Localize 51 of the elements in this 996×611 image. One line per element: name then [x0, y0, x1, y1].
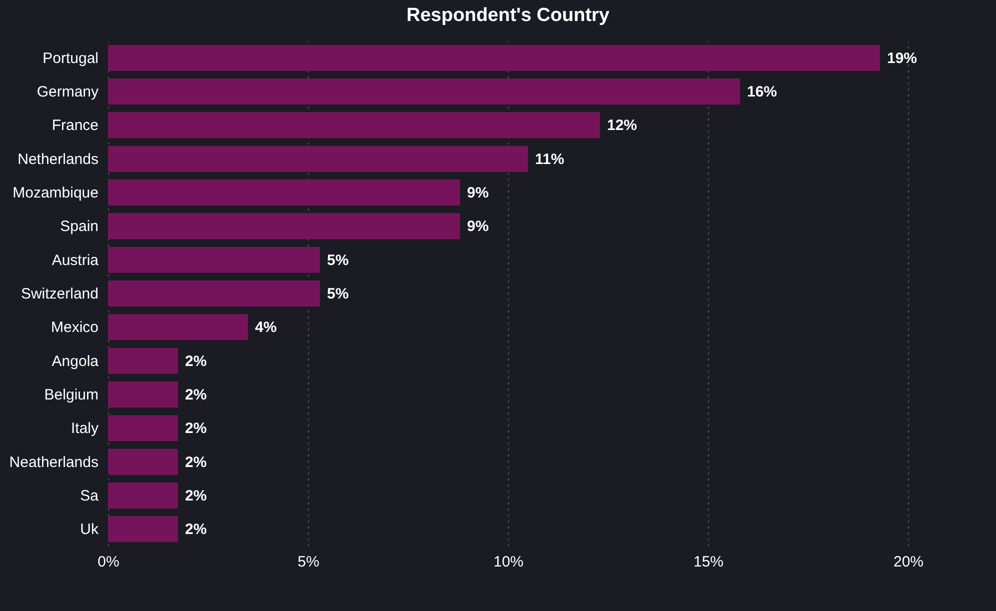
y-tick-label: Switzerland [20, 286, 98, 302]
data-label: 2% [185, 352, 207, 370]
data-label: 2% [185, 454, 207, 471]
data-label: 12% [607, 117, 638, 134]
y-tick-label: Sa [80, 488, 100, 504]
data-label: 4% [255, 319, 277, 336]
bar [108, 280, 320, 306]
y-tick-label: Netherlands [18, 150, 98, 168]
bar [108, 246, 320, 273]
data-label: 11% [535, 150, 564, 168]
data-label: 9% [467, 218, 489, 236]
x-tick-label: 15% [693, 554, 724, 570]
y-tick-label: Mozambique [12, 184, 98, 202]
y-tick-label: Belgium [44, 386, 98, 404]
bar [108, 213, 460, 240]
data-label: 16% [747, 84, 778, 100]
data-label: 5% [327, 252, 349, 269]
bar [108, 516, 178, 542]
data-label: 5% [327, 286, 349, 302]
bar [108, 482, 178, 508]
y-tick-label: Austria [52, 252, 100, 269]
bar [108, 348, 178, 374]
bar [108, 78, 740, 104]
bar [108, 415, 178, 442]
data-label: 2% [185, 488, 207, 504]
y-tick-label: Angola [52, 352, 100, 370]
x-tick-label: 5% [298, 554, 320, 570]
y-tick-label: Italy [70, 420, 99, 438]
y-tick-label: Uk [80, 521, 99, 538]
x-tick-label: 20% [893, 554, 924, 570]
bar [108, 448, 178, 475]
bar [108, 314, 248, 340]
y-tick-label: Spain [60, 218, 98, 236]
data-label: 2% [185, 521, 207, 538]
y-tick-label: Neatherlands [9, 454, 98, 471]
y-tick-label: France [52, 117, 98, 134]
y-tick-label: Mexico [50, 319, 98, 336]
data-label: 2% [185, 420, 207, 438]
data-label: 19% [887, 50, 918, 67]
x-tick-label: 0% [98, 554, 120, 570]
data-label: 9% [467, 184, 489, 202]
bar [108, 382, 178, 408]
bar [108, 146, 528, 172]
y-tick-label: Germany [36, 84, 99, 100]
data-label: 2% [185, 386, 207, 404]
y-tick-label: Portugal [42, 50, 98, 67]
bar [108, 44, 880, 71]
x-tick-label: 10% [493, 554, 524, 570]
chart-title: Respondent's Country [406, 5, 610, 26]
bar [108, 112, 600, 138]
bar [108, 180, 460, 206]
